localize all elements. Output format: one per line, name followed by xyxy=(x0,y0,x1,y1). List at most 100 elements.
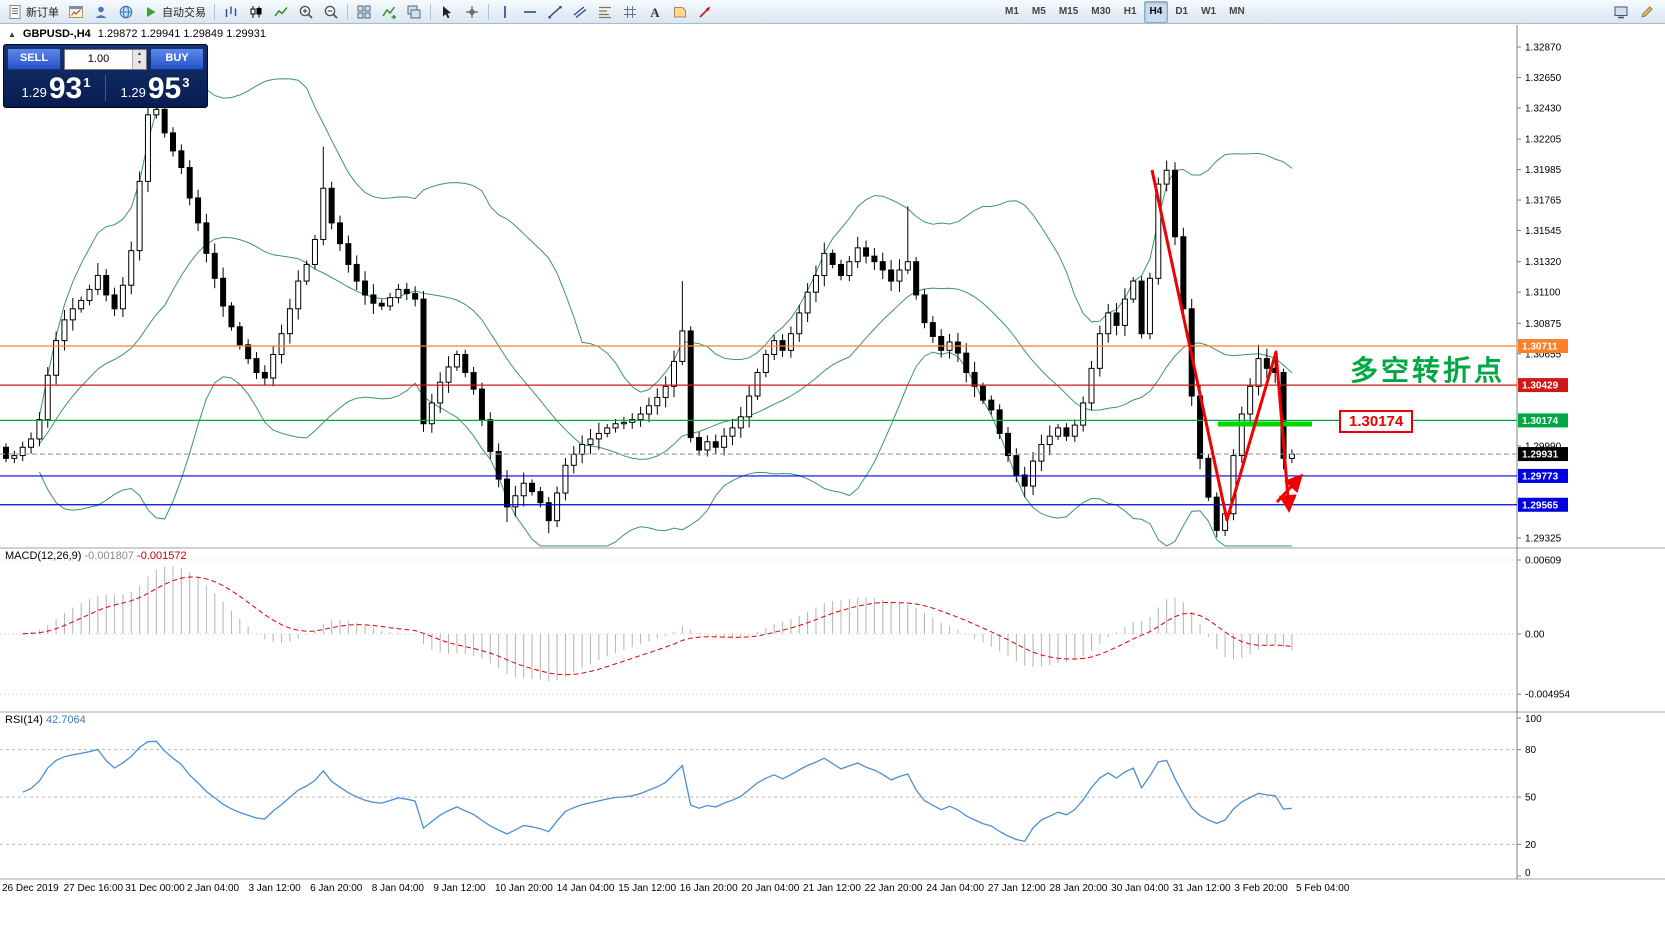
vertical-line-icon[interactable] xyxy=(493,1,517,23)
candle xyxy=(504,470,510,523)
candle xyxy=(570,446,577,474)
svg-text:21 Jan 12:00: 21 Jan 12:00 xyxy=(803,883,861,894)
new-chart-icon[interactable] xyxy=(64,1,88,23)
candle xyxy=(211,243,218,289)
candle xyxy=(871,247,878,270)
buy-button[interactable]: BUY xyxy=(150,48,204,70)
price-divider xyxy=(105,75,106,101)
candle xyxy=(445,356,452,393)
trendline-icon[interactable] xyxy=(543,1,567,23)
candle xyxy=(612,418,619,433)
fibonacci-icon[interactable] xyxy=(593,1,617,23)
candle xyxy=(53,331,60,385)
candle xyxy=(804,283,811,322)
candle xyxy=(854,236,861,269)
candle xyxy=(1021,466,1028,498)
lot-increase-button[interactable]: ▴ xyxy=(133,49,146,59)
candles-layer xyxy=(3,102,1295,538)
candle xyxy=(988,395,995,415)
candle xyxy=(829,249,836,269)
candle xyxy=(645,397,652,423)
market-watch-icon[interactable] xyxy=(89,1,113,23)
navigator-icon xyxy=(118,4,134,20)
horizontal-line-icon[interactable] xyxy=(518,1,542,23)
candle xyxy=(253,352,260,379)
rsi-label: RSI(14) 42.7064 xyxy=(5,714,86,726)
candle xyxy=(896,259,903,292)
lot-size-input[interactable] xyxy=(65,49,132,69)
buy-price-big: 95 xyxy=(147,72,182,105)
red-arrow-1[interactable] xyxy=(1150,169,1297,522)
svg-text:1.31985: 1.31985 xyxy=(1525,165,1562,176)
candle xyxy=(1263,348,1270,379)
tf-m5[interactable]: M5 xyxy=(1031,6,1046,17)
crosshair-icon[interactable] xyxy=(460,1,484,23)
tf-mn[interactable]: MN xyxy=(1229,6,1245,17)
sell-price[interactable]: 1.29 93 1 xyxy=(7,72,105,104)
bar-chart-icon[interactable] xyxy=(219,1,243,23)
candle xyxy=(186,160,193,206)
tf-m15[interactable]: M15 xyxy=(1058,6,1079,17)
channel-icon[interactable] xyxy=(568,1,592,23)
new-order-button[interactable]: 新订单 xyxy=(3,1,63,23)
price-tag-label[interactable]: 1.30174 xyxy=(1339,410,1414,433)
buy-price[interactable]: 1.29 95 3 xyxy=(106,72,204,104)
lot-decrease-button[interactable]: ▾ xyxy=(133,59,146,69)
label-icon[interactable] xyxy=(668,1,692,23)
zoom-in-icon[interactable] xyxy=(294,1,318,23)
label-icon xyxy=(672,4,688,20)
annotation-text[interactable]: 多空转折点 xyxy=(1350,355,1506,386)
sell-button[interactable]: SELL xyxy=(7,48,61,70)
trend-arrows[interactable] xyxy=(1150,169,1312,522)
navigator-icon[interactable] xyxy=(114,1,138,23)
text-icon[interactable]: A xyxy=(643,1,667,23)
candle xyxy=(1138,276,1145,339)
candle xyxy=(637,406,644,427)
sell-price-big: 93 xyxy=(48,72,83,105)
tf-h4[interactable]: H4 xyxy=(1143,0,1169,23)
candlestick-chart-icon[interactable] xyxy=(244,1,268,23)
cascade-windows-icon[interactable] xyxy=(402,1,426,23)
tf-w1[interactable]: W1 xyxy=(1201,6,1217,17)
time-axis: 26 Dec 2019 27 Dec 16:00 31 Dec 00:00 2 Jan… xyxy=(2,883,1350,894)
indicators-icon[interactable] xyxy=(377,1,401,23)
grid-icon[interactable] xyxy=(618,1,642,23)
svg-text:24 Jan 04:00: 24 Jan 04:00 xyxy=(926,883,984,894)
tf-h1[interactable]: H1 xyxy=(1123,6,1137,17)
svg-text:1.30875: 1.30875 xyxy=(1525,319,1562,330)
candle xyxy=(696,431,703,456)
svg-text:9 Jan 12:00: 9 Jan 12:00 xyxy=(433,883,486,894)
tile-windows-icon[interactable] xyxy=(352,1,376,23)
editor-icon[interactable] xyxy=(1635,1,1659,23)
tf-m30[interactable]: M30 xyxy=(1091,6,1111,17)
terminal-icon[interactable] xyxy=(1609,1,1633,23)
line-chart-icon[interactable] xyxy=(269,1,293,23)
macd-histogram xyxy=(22,566,1293,682)
svg-text:1.30655: 1.30655 xyxy=(1525,349,1562,360)
svg-text:1.29990: 1.29990 xyxy=(1525,441,1562,452)
candle xyxy=(320,146,327,246)
zoom-out-icon xyxy=(323,4,339,20)
candle xyxy=(161,104,168,138)
horizontal-lines[interactable] xyxy=(0,345,1517,506)
candle xyxy=(1205,454,1212,502)
cascade-windows-icon xyxy=(406,4,422,20)
candle xyxy=(245,339,252,365)
candle xyxy=(487,412,494,459)
candle xyxy=(687,326,694,443)
tf-m1[interactable]: M1 xyxy=(1005,6,1019,17)
candle xyxy=(437,372,444,413)
red-arrow-2[interactable] xyxy=(1275,473,1304,504)
svg-text:10 Jan 20:00: 10 Jan 20:00 xyxy=(495,883,553,894)
svg-text:27 Jan 12:00: 27 Jan 12:00 xyxy=(988,883,1046,894)
toolbar-separator xyxy=(214,3,215,20)
shapes-icon[interactable] xyxy=(693,1,717,23)
candle xyxy=(311,234,318,270)
cursor-icon[interactable] xyxy=(435,1,459,23)
auto-trading-button[interactable]: 自动交易 xyxy=(139,1,210,23)
collapse-panel-icon[interactable]: ▲ xyxy=(8,29,16,39)
svg-text:1.30429: 1.30429 xyxy=(1522,381,1559,392)
zoom-out-icon[interactable] xyxy=(319,1,343,23)
tf-d1[interactable]: D1 xyxy=(1175,6,1189,17)
candle xyxy=(846,256,853,282)
